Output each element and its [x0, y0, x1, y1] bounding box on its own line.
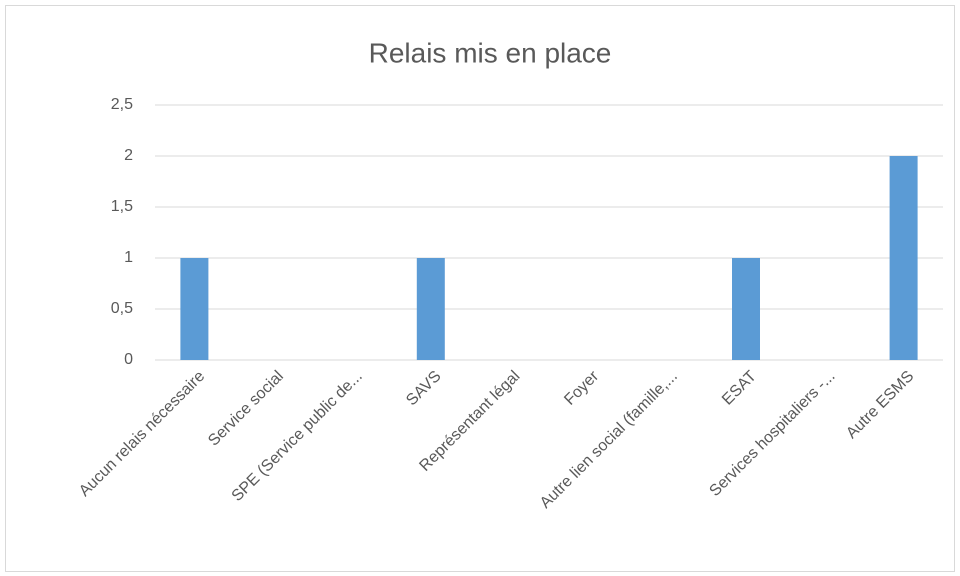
bar: [732, 258, 760, 360]
y-tick-label: 0: [124, 351, 133, 368]
y-tick-label: 2: [124, 147, 133, 164]
chart-title: Relais mis en place: [369, 37, 612, 68]
y-tick-label: 1,5: [111, 198, 133, 215]
bar: [889, 156, 918, 360]
bar: [416, 258, 445, 360]
y-tick-label: 0,5: [111, 300, 133, 317]
y-tick-label: 2,5: [111, 96, 133, 113]
bar: [180, 258, 209, 360]
chart-border: [5, 5, 955, 572]
y-tick-label: 1: [124, 249, 133, 266]
